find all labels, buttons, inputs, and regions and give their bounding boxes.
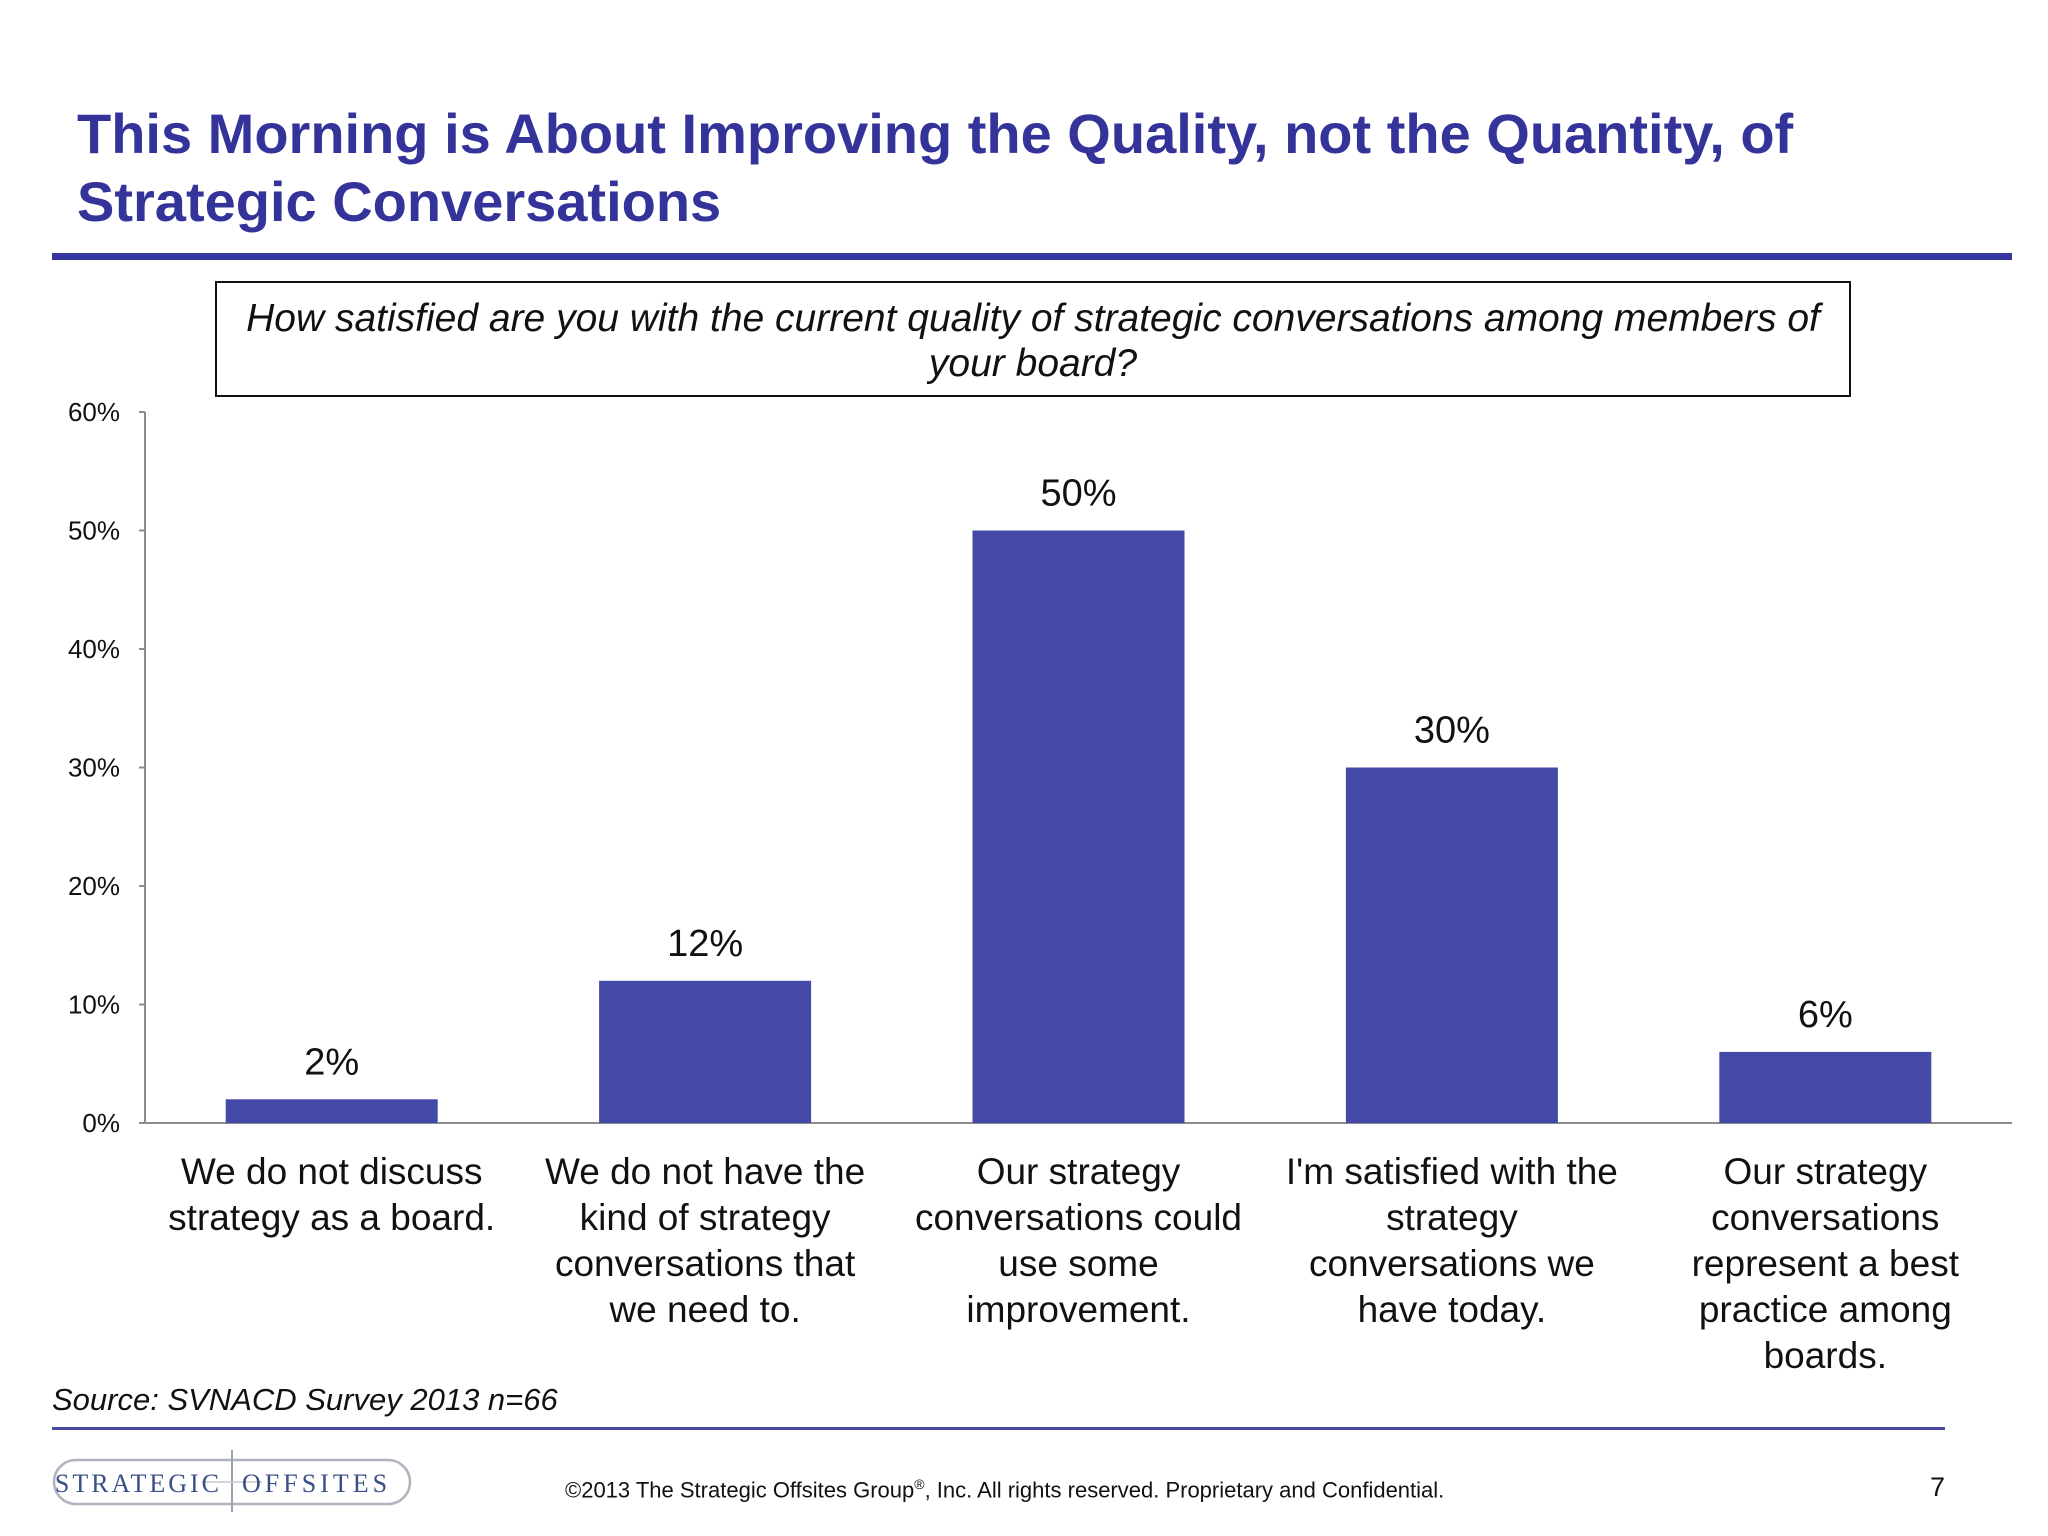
category-labels: We do not discuss strategy as a board.We … — [168, 1151, 1960, 1376]
bar — [972, 530, 1185, 1123]
data-labels: 2% 12% 50% 30% 6% — [304, 473, 1853, 1084]
category-label: Our strategy conversations could use some i… — [915, 1151, 1242, 1330]
y-tick-label: 30% — [68, 753, 120, 783]
bar-chart: 0% 10% 20% 30% 40% 50% 60% 2% 12% 50% 30% 6% We do… — [68, 397, 2012, 1376]
category-label-line: practice among — [1699, 1289, 1952, 1330]
bars — [225, 530, 1932, 1123]
data-label: 30% — [1414, 710, 1490, 752]
category-label: We do not have the kind of strategy conver… — [545, 1151, 865, 1330]
y-tick-label: 20% — [68, 871, 120, 901]
category-label-line: We do not discuss — [181, 1151, 483, 1192]
y-tick-label: 0% — [82, 1108, 120, 1138]
slide-title: This Morning is About Improving the Qual… — [77, 102, 1794, 233]
category-label-line: boards. — [1764, 1335, 1887, 1376]
category-label: I'm satisfied with the strategy conversati… — [1286, 1151, 1618, 1330]
logo-right-word: OFFSITES — [242, 1469, 391, 1498]
bar — [225, 1099, 438, 1123]
category-label-line: represent a best — [1692, 1243, 1960, 1284]
title-divider — [52, 253, 2012, 260]
category-label-line: improvement. — [966, 1289, 1190, 1330]
copyright-notice: ©2013 The Strategic Offsites Group®, Inc… — [565, 1470, 1444, 1504]
category-label-line: We do not have the — [545, 1151, 865, 1192]
y-tick-label: 40% — [68, 634, 120, 664]
category-label-line: I'm satisfied with the — [1286, 1151, 1618, 1192]
category-label: We do not discuss strategy as a board. — [168, 1151, 495, 1238]
survey-question-box: How satisfied are you with the current q… — [215, 281, 1851, 397]
category-label-line: conversations — [1711, 1197, 1939, 1238]
category-label-line: we need to. — [608, 1289, 800, 1330]
source-note: Source: SVNACD Survey 2013 n=66 — [52, 1382, 558, 1417]
data-label: 6% — [1798, 994, 1853, 1036]
y-tick-label: 60% — [68, 397, 120, 427]
bar — [599, 980, 812, 1123]
data-label: 2% — [304, 1041, 359, 1083]
survey-question-text: How satisfied are you with the current q… — [246, 297, 1820, 385]
category-label-line: conversations we — [1309, 1243, 1595, 1284]
category-label-line: have today. — [1358, 1289, 1547, 1330]
footer-divider — [52, 1427, 1945, 1430]
category-label-line: Our strategy — [977, 1151, 1181, 1192]
data-label: 12% — [667, 923, 743, 965]
copyright-suffix: , Inc. All rights reserved. Proprietary … — [924, 1477, 1445, 1503]
category-label-line: use some — [998, 1243, 1158, 1284]
category-label-line: Our strategy — [1724, 1151, 1928, 1192]
category-label-line: kind of strategy — [580, 1197, 831, 1238]
category-label-line: strategy — [1386, 1197, 1518, 1238]
category-label-line: conversations that — [555, 1243, 856, 1284]
registered-mark: ® — [914, 1476, 925, 1492]
bar — [1345, 767, 1558, 1123]
bar — [1719, 1051, 1932, 1123]
logo-left-word: STRATEGIC — [55, 1469, 222, 1498]
data-label: 50% — [1040, 473, 1116, 515]
y-tick-label: 10% — [68, 990, 120, 1020]
strategic-offsites-logo: STRATEGIC OFFSITES — [52, 1450, 412, 1512]
y-axis: 0% 10% 20% 30% 40% 50% 60% — [68, 397, 2012, 1138]
page-number: 7 — [1929, 1472, 1945, 1502]
category-label: Our strategy conversations represent a bes… — [1692, 1151, 1960, 1376]
category-label-line: conversations could — [915, 1197, 1242, 1238]
copyright-prefix: ©2013 The Strategic Offsites Group — [565, 1477, 915, 1503]
category-label-line: strategy as a board. — [168, 1197, 495, 1238]
y-tick-label: 50% — [68, 516, 120, 546]
